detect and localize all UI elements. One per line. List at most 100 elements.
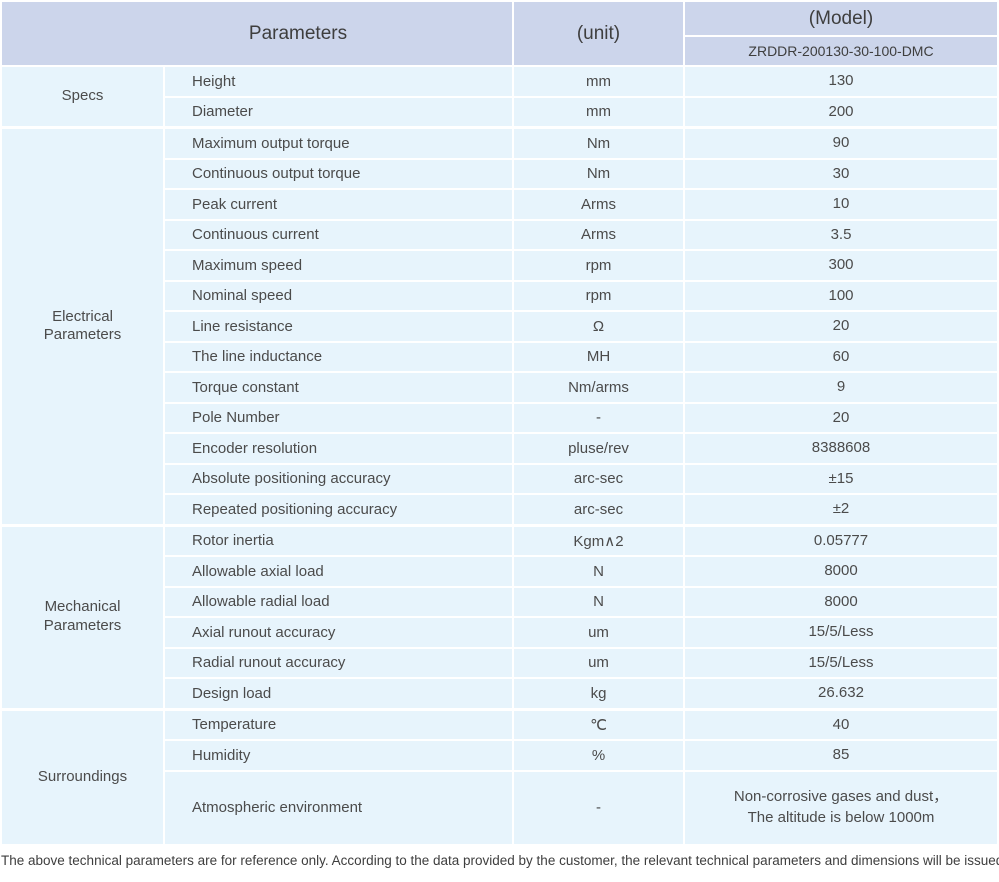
param-name-cell: Continuous current <box>165 220 512 249</box>
param-value-cell: 8000 <box>685 557 997 586</box>
param-value-cell: ±15 <box>685 464 997 493</box>
param-name-cell: Maximum speed <box>165 251 512 280</box>
parameter-group: Electrical Parameters Maximum output torq… <box>2 129 997 524</box>
param-value-cell: 10 <box>685 190 997 219</box>
footnote: The above technical parameters are for r… <box>1 853 999 868</box>
param-name-cell: Repeated positioning accuracy <box>165 495 512 524</box>
param-value-cell: Non-corrosive gases and dust， The altitu… <box>685 771 997 844</box>
group-label: Mechanical Parameters <box>2 526 163 708</box>
param-unit-cell: N <box>514 587 683 616</box>
param-name-cell: Line resistance <box>165 312 512 341</box>
param-value-cell: 130 <box>685 67 997 96</box>
header-parameters: Parameters <box>2 2 512 65</box>
param-unit-cell: um <box>514 648 683 677</box>
param-name-cell: Nominal speed <box>165 281 512 310</box>
table-row: Continuous current Arms 3.5 <box>165 220 997 249</box>
group-label: Specs <box>2 67 163 126</box>
table-row: Continuous output torque Nm 30 <box>165 159 997 188</box>
param-value-cell: 90 <box>685 129 997 158</box>
param-unit-cell: arc-sec <box>514 495 683 524</box>
header-model-number: ZRDDR-200130-30-100-DMC <box>685 37 997 65</box>
param-name-cell: Height <box>165 67 512 96</box>
param-name-cell: Maximum output torque <box>165 129 512 158</box>
table-row: Design load kg 26.632 <box>165 679 997 708</box>
param-unit-cell: Nm <box>514 129 683 158</box>
param-name-cell: Encoder resolution <box>165 434 512 463</box>
table-row: Line resistance Ω 20 <box>165 312 997 341</box>
table-row: Atmospheric environment - Non-corrosive ga… <box>165 771 997 844</box>
param-unit-cell: N <box>514 557 683 586</box>
param-value-cell: 15/5/Less <box>685 648 997 677</box>
param-name-cell: Rotor inertia <box>165 526 512 555</box>
param-name-cell: Diameter <box>165 97 512 126</box>
param-value-cell: 200 <box>685 97 997 126</box>
param-name-cell: The line inductance <box>165 342 512 371</box>
table-row: Allowable axial load N 8000 <box>165 557 997 586</box>
table-row: Temperature ℃ 40 <box>165 710 997 739</box>
group-rows: Rotor inertia Kgm∧2 0.05777 Allowable axial… <box>165 526 997 708</box>
param-unit-cell: Ω <box>514 312 683 341</box>
param-value-cell: 30 <box>685 159 997 188</box>
param-name-cell: Allowable radial load <box>165 587 512 616</box>
param-unit-cell: rpm <box>514 281 683 310</box>
param-unit-cell: kg <box>514 679 683 708</box>
param-value-cell: 3.5 <box>685 220 997 249</box>
param-unit-cell: rpm <box>514 251 683 280</box>
parameter-group: Specs Height mm 130 Diameter mm 200 <box>2 67 997 126</box>
param-value-cell: 100 <box>685 281 997 310</box>
param-value-cell: 9 <box>685 373 997 402</box>
group-rows: Maximum output torque Nm 90 Continuous outp… <box>165 129 997 524</box>
param-name-cell: Axial runout accuracy <box>165 618 512 647</box>
parameter-group: Mechanical Parameters Rotor inertia Kgm∧2 0… <box>2 526 997 708</box>
param-value-cell: 15/5/Less <box>685 618 997 647</box>
param-name-cell: Continuous output torque <box>165 159 512 188</box>
param-unit-cell: mm <box>514 67 683 96</box>
param-value-cell: 40 <box>685 710 997 739</box>
param-value-cell: 8388608 <box>685 434 997 463</box>
table-row: Pole Number -20 <box>165 403 997 432</box>
param-name-cell: Pole Number <box>165 403 512 432</box>
table-row: Maximum output torque Nm 90 <box>165 129 997 158</box>
param-value-cell: 300 <box>685 251 997 280</box>
table-row: Nominal speed rpm 100 <box>165 281 997 310</box>
table-row: Diameter mm 200 <box>165 97 997 126</box>
param-name-cell: Atmospheric environment <box>165 771 512 844</box>
param-unit-cell: arc-sec <box>514 464 683 493</box>
param-name-cell: Humidity <box>165 741 512 770</box>
param-name-cell: Allowable axial load <box>165 557 512 586</box>
param-name-cell: Peak current <box>165 190 512 219</box>
param-unit-cell: MH <box>514 342 683 371</box>
param-unit-cell: pluse/rev <box>514 434 683 463</box>
param-unit-cell: mm <box>514 97 683 126</box>
header-model-label: (Model) <box>685 2 997 35</box>
spec-table: Parameters (unit) (Model) ZRDDR-200130-3… <box>2 2 997 844</box>
param-unit-cell: Nm/arms <box>514 373 683 402</box>
param-unit-cell: - <box>514 771 683 844</box>
param-unit-cell: Arms <box>514 220 683 249</box>
param-value-cell: 20 <box>685 312 997 341</box>
param-value-cell: 20 <box>685 403 997 432</box>
param-value-cell: 60 <box>685 342 997 371</box>
param-name-cell: Radial runout accuracy <box>165 648 512 677</box>
param-unit-cell: ℃ <box>514 710 683 739</box>
table-row: Humidity% 85 <box>165 741 997 770</box>
table-row: Rotor inertia Kgm∧2 0.05777 <box>165 526 997 555</box>
table-row: The line inductance MH 60 <box>165 342 997 371</box>
param-unit-cell: um <box>514 618 683 647</box>
param-unit-cell: - <box>514 403 683 432</box>
table-row: Encoder resolution pluse/rev 8388608 <box>165 434 997 463</box>
table-header: Parameters (unit) (Model) ZRDDR-200130-3… <box>2 2 997 65</box>
param-name-cell: Temperature <box>165 710 512 739</box>
table-row: Radial runout accuracy um 15/5/Less <box>165 648 997 677</box>
group-label: Electrical Parameters <box>2 129 163 524</box>
param-value-cell: ±2 <box>685 495 997 524</box>
table-body: Specs Height mm 130 Diameter mm 200 Electrical … <box>2 67 997 844</box>
param-name-cell: Design load <box>165 679 512 708</box>
param-value-cell: 8000 <box>685 587 997 616</box>
param-value-cell: 0.05777 <box>685 526 997 555</box>
table-row: Absolute positioning accuracy arc-sec ±15 <box>165 464 997 493</box>
param-name-cell: Absolute positioning accuracy <box>165 464 512 493</box>
param-unit-cell: Arms <box>514 190 683 219</box>
table-row: Repeated positioning accuracy arc-sec ±2 <box>165 495 997 524</box>
